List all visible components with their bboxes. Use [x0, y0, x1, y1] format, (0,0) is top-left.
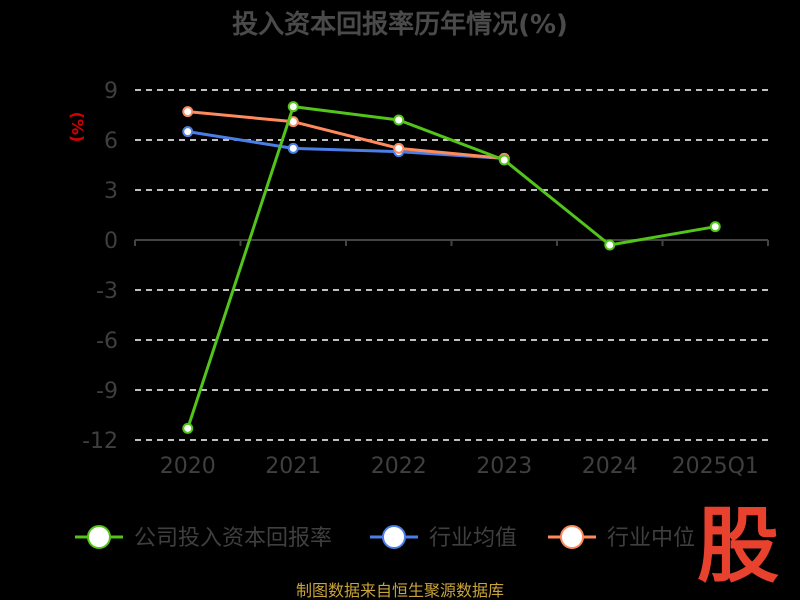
x-tick-label: 2025Q1 — [672, 454, 759, 479]
legend-label: 行业中位 — [607, 526, 695, 551]
y-tick-label: -9 — [96, 379, 118, 404]
x-tick-label: 2023 — [476, 454, 532, 479]
data-point — [182, 106, 194, 118]
y-tick-label: -6 — [96, 329, 118, 354]
data-point — [393, 114, 405, 126]
series-line — [187, 110, 505, 160]
y-axis-unit: (%) — [68, 112, 87, 143]
legend-label: 行业均值 — [429, 526, 517, 551]
series-line — [186, 105, 716, 429]
data-point — [182, 422, 194, 434]
legend-item[interactable]: 行业中位 — [548, 525, 695, 551]
x-tick-label: 2024 — [582, 454, 638, 479]
data-point — [393, 142, 405, 154]
data-point — [287, 101, 299, 113]
y-tick-label: 3 — [104, 179, 118, 204]
data-point — [709, 221, 721, 233]
x-tick-label: 2022 — [371, 454, 427, 479]
logo-mark: 股 — [697, 499, 779, 594]
source-note: 制图数据来自恒生聚源数据库 — [296, 581, 504, 600]
y-tick-label: -3 — [96, 279, 118, 304]
y-tick-label: -12 — [82, 429, 118, 454]
legend-label: 公司投入资本回报率 — [134, 526, 332, 551]
legend-marker — [382, 525, 406, 549]
series-line — [187, 130, 505, 160]
legend-marker — [87, 525, 111, 549]
x-tick-label: 2021 — [265, 454, 321, 479]
grid — [135, 89, 768, 441]
legend[interactable]: 公司投入资本回报率 行业均值 行业中位 — [75, 525, 695, 551]
y-tick-label: 0 — [104, 229, 118, 254]
axes: 9 6 3 0 -3 -6 -9 -12 2020 2021 2022 2023 2024 2025Q1 — [82, 79, 769, 479]
data-point — [604, 239, 616, 251]
series-lines — [182, 101, 721, 434]
y-tick-label: 9 — [104, 79, 118, 104]
data-point — [287, 142, 299, 154]
legend-marker — [560, 525, 584, 549]
data-point — [498, 154, 510, 166]
chart-title: 投入资本回报率历年情况(%) — [232, 9, 568, 40]
data-point — [182, 126, 194, 138]
legend-item[interactable]: 公司投入资本回报率 — [75, 525, 332, 551]
y-tick-label: 6 — [104, 129, 118, 154]
x-tick-label: 2020 — [160, 454, 216, 479]
legend-item[interactable]: 行业均值 — [370, 525, 517, 551]
